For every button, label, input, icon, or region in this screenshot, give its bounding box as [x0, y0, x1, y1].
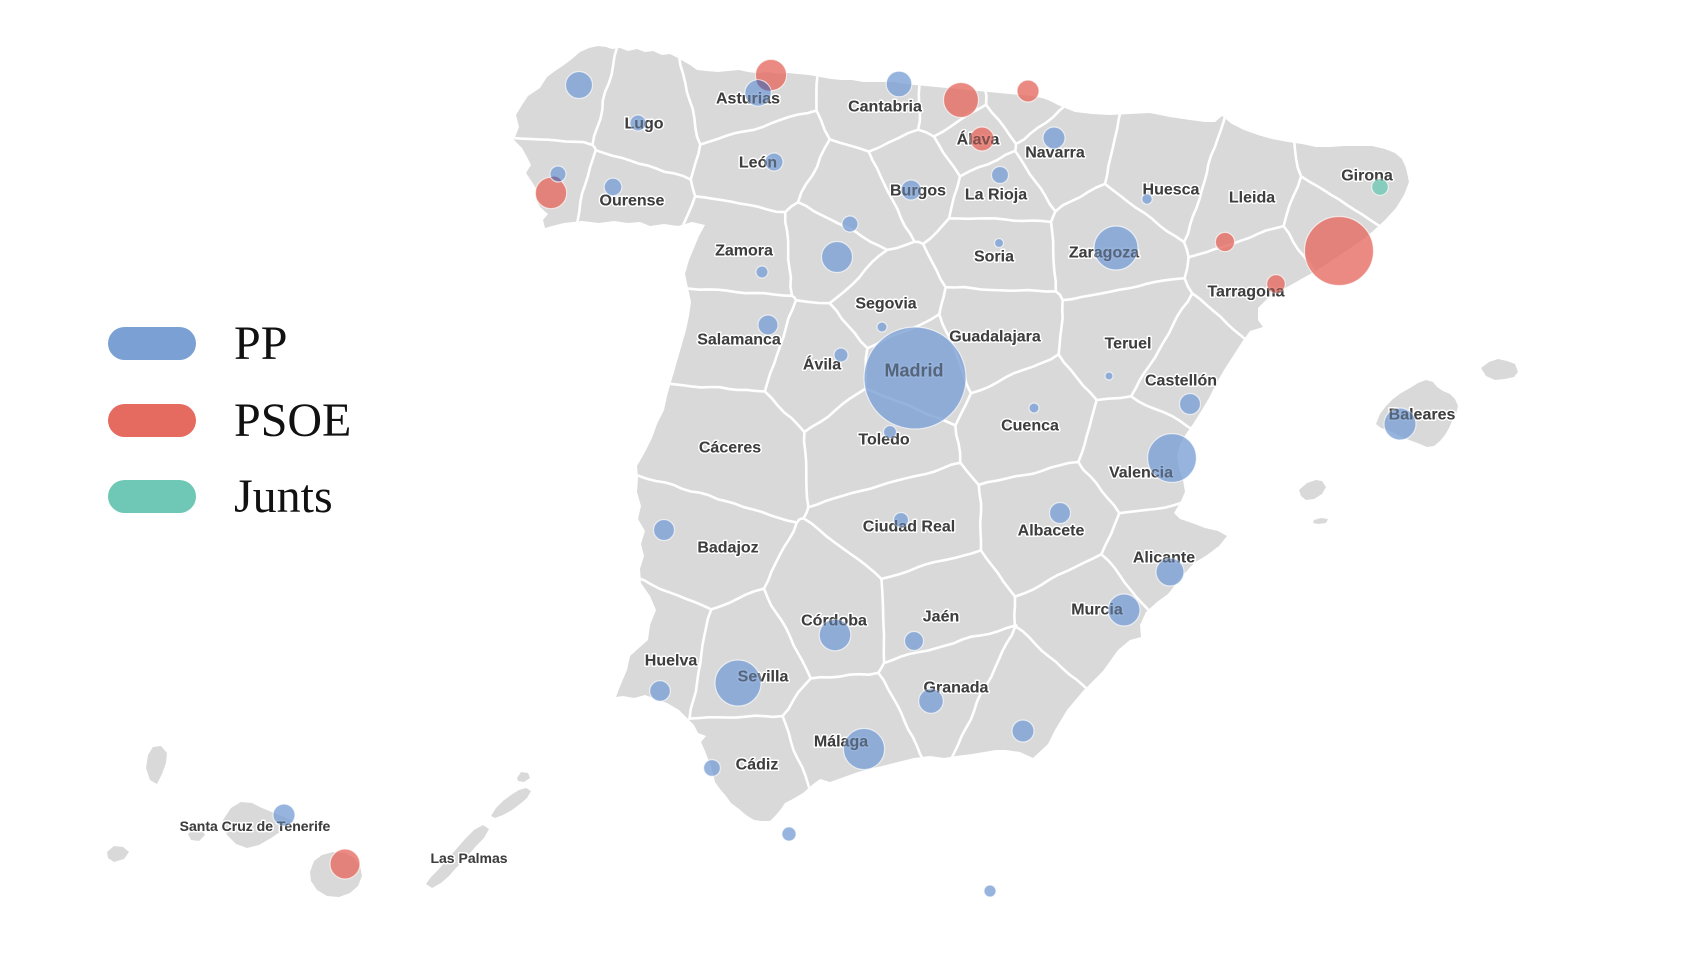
svg-text:Álava: Álava	[957, 130, 1000, 149]
svg-text:Soria: Soria	[974, 249, 1014, 266]
svg-text:Zaragoza: Zaragoza	[1069, 245, 1139, 262]
svg-text:Ávila: Ávila	[803, 355, 841, 374]
svg-text:Sevilla: Sevilla	[738, 669, 789, 686]
svg-text:Lleida: Lleida	[1229, 190, 1275, 207]
svg-text:Santa Cruz de Tenerife: Santa Cruz de Tenerife	[180, 818, 331, 834]
svg-text:Girona: Girona	[1341, 168, 1393, 185]
svg-text:Salamanca: Salamanca	[697, 332, 781, 349]
svg-text:Baleares: Baleares	[1389, 407, 1456, 424]
svg-text:Zamora: Zamora	[715, 243, 773, 260]
svg-text:Huelva: Huelva	[645, 653, 698, 670]
svg-text:Teruel: Teruel	[1105, 336, 1152, 353]
svg-text:Navarra: Navarra	[1025, 145, 1085, 162]
svg-text:Granada: Granada	[924, 680, 989, 697]
svg-text:Lugo: Lugo	[624, 116, 663, 133]
svg-text:Las Palmas: Las Palmas	[430, 850, 507, 866]
svg-text:Málaga: Málaga	[814, 734, 868, 751]
svg-text:Segovia: Segovia	[855, 296, 916, 313]
svg-text:Segovia: Segovia	[855, 296, 916, 313]
svg-text:Ciudad Real: Ciudad Real	[863, 519, 955, 536]
svg-text:Soria: Soria	[974, 249, 1014, 266]
svg-text:Huesca: Huesca	[1143, 182, 1200, 199]
svg-text:Las Palmas: Las Palmas	[430, 850, 507, 866]
svg-text:Guadalajara: Guadalajara	[949, 329, 1041, 346]
svg-text:Cuenca: Cuenca	[1001, 418, 1059, 435]
svg-text:Murcia: Murcia	[1071, 602, 1123, 619]
svg-text:Tarragona: Tarragona	[1207, 284, 1284, 301]
svg-text:Badajoz: Badajoz	[697, 540, 758, 557]
svg-text:Asturias: Asturias	[716, 91, 780, 108]
svg-text:Cuenca: Cuenca	[1001, 418, 1059, 435]
svg-text:Córdoba: Córdoba	[801, 613, 867, 630]
svg-text:Badajoz: Badajoz	[697, 540, 758, 557]
svg-text:Castellón: Castellón	[1145, 373, 1217, 390]
svg-text:León: León	[739, 155, 777, 172]
svg-text:Cantabria: Cantabria	[848, 99, 922, 116]
svg-text:Guadalajara: Guadalajara	[949, 329, 1041, 346]
svg-text:Albacete: Albacete	[1018, 523, 1085, 540]
svg-text:Jaén: Jaén	[923, 609, 959, 626]
svg-text:Cáceres: Cáceres	[699, 440, 761, 457]
svg-text:Castellón: Castellón	[1145, 373, 1217, 390]
svg-text:Cádiz: Cádiz	[736, 757, 779, 774]
svg-text:Ciudad Real: Ciudad Real	[863, 519, 955, 536]
svg-text:Huesca: Huesca	[1143, 182, 1200, 199]
svg-text:Cantabria: Cantabria	[848, 99, 922, 116]
svg-text:Salamanca: Salamanca	[697, 332, 781, 349]
svg-text:Toledo: Toledo	[858, 432, 909, 449]
svg-text:Jaén: Jaén	[923, 609, 959, 626]
svg-text:Navarra: Navarra	[1025, 145, 1085, 162]
svg-text:Albacete: Albacete	[1018, 523, 1085, 540]
svg-text:Tarragona: Tarragona	[1207, 284, 1284, 301]
svg-text:Ourense: Ourense	[600, 193, 665, 210]
svg-text:La Rioja: La Rioja	[965, 187, 1027, 204]
svg-text:Cáceres: Cáceres	[699, 440, 761, 457]
svg-text:La Rioja: La Rioja	[965, 187, 1027, 204]
svg-text:Teruel: Teruel	[1105, 336, 1152, 353]
svg-text:Alicante: Alicante	[1133, 550, 1195, 567]
svg-text:Madrid: Madrid	[884, 360, 943, 380]
svg-text:Cádiz: Cádiz	[736, 757, 779, 774]
svg-text:Lleida: Lleida	[1229, 190, 1275, 207]
svg-text:Ávila: Ávila	[803, 355, 841, 374]
svg-text:Zamora: Zamora	[715, 243, 773, 260]
svg-text:Burgos: Burgos	[890, 183, 946, 200]
svg-text:Valencia: Valencia	[1109, 465, 1173, 482]
svg-text:Toledo: Toledo	[858, 432, 909, 449]
svg-text:Huelva: Huelva	[645, 653, 698, 670]
